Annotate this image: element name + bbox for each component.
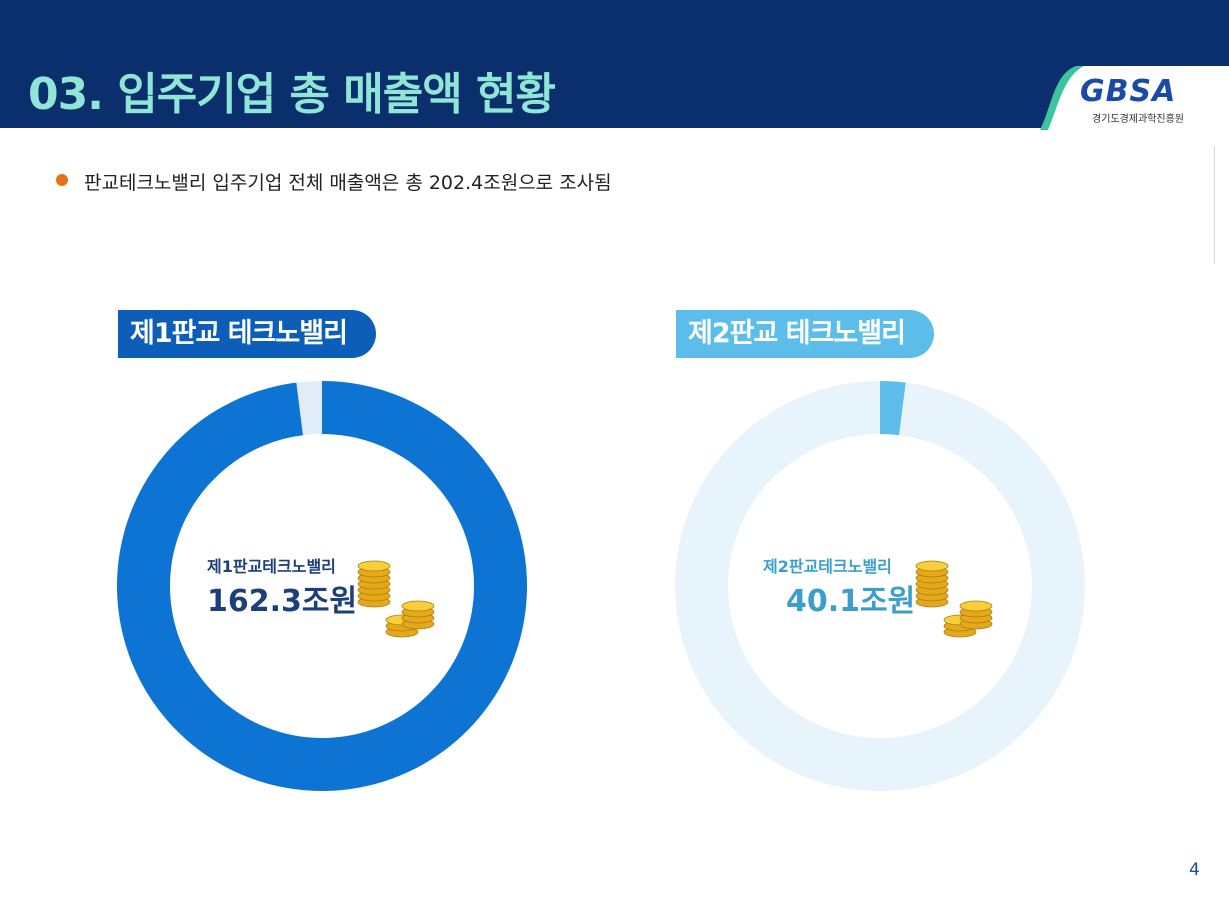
gbsa-logo: GBSA 경기도경제과학진흥원: [1040, 66, 1229, 130]
logo-subtitle: 경기도경제과학진흥원: [1092, 114, 1184, 125]
summary-text: 판교테크노밸리 입주기업 전체 매출액은 총 202.4조원으로 조사됨: [84, 172, 612, 194]
park2-label: 제2판교 테크노밸리: [676, 310, 934, 358]
coin: [357, 560, 391, 572]
gold-coins-icon: [915, 560, 993, 638]
page-title: 03. 입주기업 총 매출액 현황: [28, 69, 556, 120]
donut-chart-park1: [117, 380, 528, 791]
center-name-park2: 제2판교테크노밸리: [763, 557, 892, 576]
header-bar: 03. 입주기업 총 매출액 현황: [0, 0, 1229, 128]
divider: [1214, 146, 1215, 264]
donut-remainder-slice: [296, 381, 322, 436]
center-value-park1: 162.3조원: [207, 584, 358, 619]
coin: [401, 600, 435, 612]
donut-value-slice: [880, 381, 906, 436]
park1-label: 제1판교 테크노밸리: [118, 310, 376, 358]
center-value-park2: 40.1조원: [786, 584, 916, 619]
logo-text: GBSA: [1080, 74, 1177, 109]
logo-swoosh: [1040, 66, 1229, 130]
donut-chart-park2: [674, 381, 1085, 791]
page-number: 4: [1189, 860, 1200, 880]
gold-coins-icon: [357, 560, 435, 638]
coin: [915, 560, 949, 572]
center-name-park1: 제1판교테크노밸리: [207, 557, 336, 576]
bullet-icon: [56, 174, 68, 186]
coin: [959, 600, 993, 612]
